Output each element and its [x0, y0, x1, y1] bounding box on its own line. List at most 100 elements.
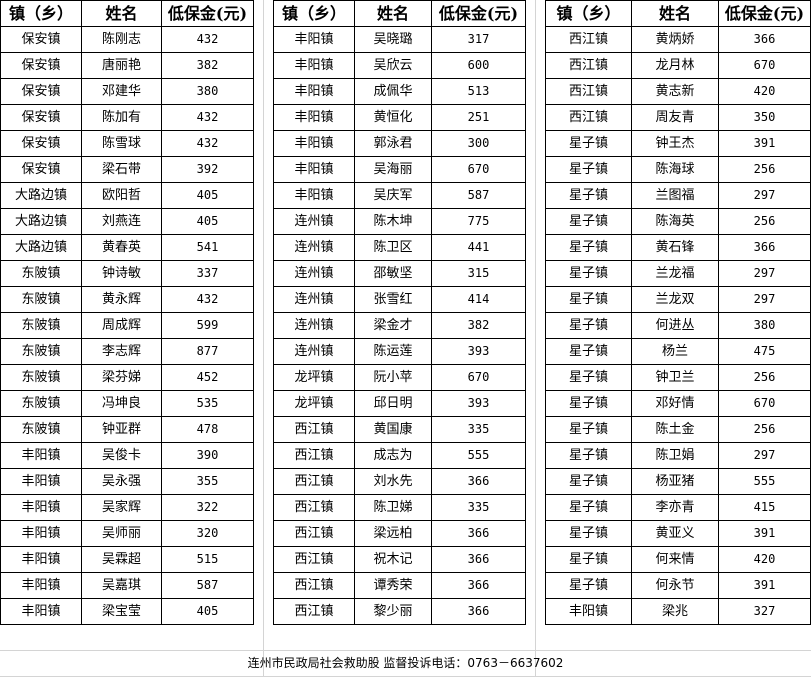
- cell-town: 西江镇: [273, 546, 355, 573]
- cell-town: 星子镇: [545, 494, 632, 521]
- cell-town: 大路边镇: [0, 234, 82, 261]
- cell-town: 丰阳镇: [0, 442, 82, 469]
- cell-name: 吴俊卡: [81, 442, 162, 469]
- table-row: 连州镇 梁金才 382: [273, 312, 526, 339]
- table-row: 东陂镇 周成辉 599: [0, 312, 254, 339]
- cell-name: 兰图福: [631, 182, 719, 209]
- cell-town: 连州镇: [273, 260, 355, 287]
- cell-town: 保安镇: [0, 130, 82, 157]
- cell-amount: 327: [718, 598, 811, 625]
- cell-amount: 432: [161, 104, 254, 131]
- table-row: 星子镇 陈卫娟 297: [545, 442, 811, 469]
- cell-name: 陈刚志: [81, 26, 162, 53]
- cell-name: 黄国康: [354, 416, 432, 443]
- table-row: 西江镇 陈卫娣 335: [273, 494, 526, 521]
- table-row: 星子镇 何进丛 380: [545, 312, 811, 339]
- cell-amount: 297: [718, 182, 811, 209]
- cell-amount: 256: [718, 416, 811, 443]
- table-row: 保安镇 陈刚志 432: [0, 26, 254, 53]
- cell-amount: 391: [718, 130, 811, 157]
- cell-town: 东陂镇: [0, 312, 82, 339]
- cell-amount: 366: [718, 234, 811, 261]
- cell-amount: 405: [161, 598, 254, 625]
- cell-name: 黄石锋: [631, 234, 719, 261]
- cell-amount: 350: [718, 104, 811, 131]
- cell-amount: 600: [431, 52, 526, 79]
- cell-name: 黄炳娇: [631, 26, 719, 53]
- cell-town: 星子镇: [545, 572, 632, 599]
- cell-amount: 256: [718, 208, 811, 235]
- cell-name: 杨兰: [631, 338, 719, 365]
- cell-name: 祝木记: [354, 546, 432, 573]
- cell-name: 吴海丽: [354, 156, 432, 183]
- cell-name: 吴晓璐: [354, 26, 432, 53]
- header-name: 姓名: [631, 0, 719, 27]
- cell-amount: 541: [161, 234, 254, 261]
- cell-amount: 535: [161, 390, 254, 417]
- cell-amount: 441: [431, 234, 526, 261]
- cell-town: 东陂镇: [0, 390, 82, 417]
- table-row: 西江镇 谭秀荣 366: [273, 572, 526, 599]
- table-row: 连州镇 张雪红 414: [273, 286, 526, 313]
- cell-amount: 297: [718, 260, 811, 287]
- table-row: 西江镇 成志为 555: [273, 442, 526, 469]
- header-town: 镇（乡）: [545, 0, 632, 27]
- cell-name: 陈海球: [631, 156, 719, 183]
- cell-town: 东陂镇: [0, 286, 82, 313]
- cell-town: 连州镇: [273, 286, 355, 313]
- cell-town: 西江镇: [273, 572, 355, 599]
- table-row: 星子镇 黄亚义 391: [545, 520, 811, 547]
- cell-town: 丰阳镇: [0, 494, 82, 521]
- table-row: 龙坪镇 阮小苹 670: [273, 364, 526, 391]
- header-amount: 低保金(元): [161, 0, 254, 27]
- cell-amount: 366: [431, 572, 526, 599]
- cell-name: 吴家辉: [81, 494, 162, 521]
- cell-town: 丰阳镇: [273, 78, 355, 105]
- cell-amount: 393: [431, 338, 526, 365]
- allowance-table-3: 镇（乡） 姓名 低保金(元) 西江镇 黄炳娇 366 西江镇 龙月林 670 西江镇 黄志新 420 西…: [545, 0, 811, 625]
- cell-town: 保安镇: [0, 104, 82, 131]
- cell-amount: 297: [718, 286, 811, 313]
- cell-town: 丰阳镇: [273, 104, 355, 131]
- table-row: 连州镇 陈运莲 393: [273, 338, 526, 365]
- table-row: 连州镇 陈木坤 775: [273, 208, 526, 235]
- cell-amount: 355: [161, 468, 254, 495]
- cell-name: 冯坤良: [81, 390, 162, 417]
- table-row: 星子镇 钟王杰 391: [545, 130, 811, 157]
- cell-town: 丰阳镇: [0, 546, 82, 573]
- table-row: 西江镇 黄国康 335: [273, 416, 526, 443]
- table-row: 丰阳镇 郭泳君 300: [273, 130, 526, 157]
- cell-name: 成志为: [354, 442, 432, 469]
- cell-name: 欧阳哲: [81, 182, 162, 209]
- table-row: 东陂镇 钟诗敏 337: [0, 260, 254, 287]
- cell-name: 钟卫兰: [631, 364, 719, 391]
- cell-name: 黄恒化: [354, 104, 432, 131]
- cell-amount: 390: [161, 442, 254, 469]
- cell-name: 邓建华: [81, 78, 162, 105]
- cell-town: 丰阳镇: [273, 156, 355, 183]
- table-row: 西江镇 祝木记 366: [273, 546, 526, 573]
- table-row: 西江镇 周友青 350: [545, 104, 811, 131]
- cell-name: 邱日明: [354, 390, 432, 417]
- cell-amount: 432: [161, 286, 254, 313]
- cell-amount: 420: [718, 546, 811, 573]
- cell-amount: 256: [718, 364, 811, 391]
- cell-amount: 315: [431, 260, 526, 287]
- cell-name: 陈卫区: [354, 234, 432, 261]
- header-amount: 低保金(元): [431, 0, 526, 27]
- cell-name: 梁石带: [81, 156, 162, 183]
- cell-amount: 366: [718, 26, 811, 53]
- cell-amount: 380: [718, 312, 811, 339]
- cell-name: 黄春英: [81, 234, 162, 261]
- cell-town: 星子镇: [545, 234, 632, 261]
- cell-name: 吴永强: [81, 468, 162, 495]
- cell-name: 谭秀荣: [354, 572, 432, 599]
- header-town: 镇（乡）: [0, 0, 82, 27]
- cell-town: 星子镇: [545, 338, 632, 365]
- cell-name: 钟王杰: [631, 130, 719, 157]
- table-row: 大路边镇 欧阳哲 405: [0, 182, 254, 209]
- table-row: 星子镇 黄石锋 366: [545, 234, 811, 261]
- table-row: 星子镇 陈海英 256: [545, 208, 811, 235]
- table-row: 东陂镇 冯坤良 535: [0, 390, 254, 417]
- table-row: 龙坪镇 邱日明 393: [273, 390, 526, 417]
